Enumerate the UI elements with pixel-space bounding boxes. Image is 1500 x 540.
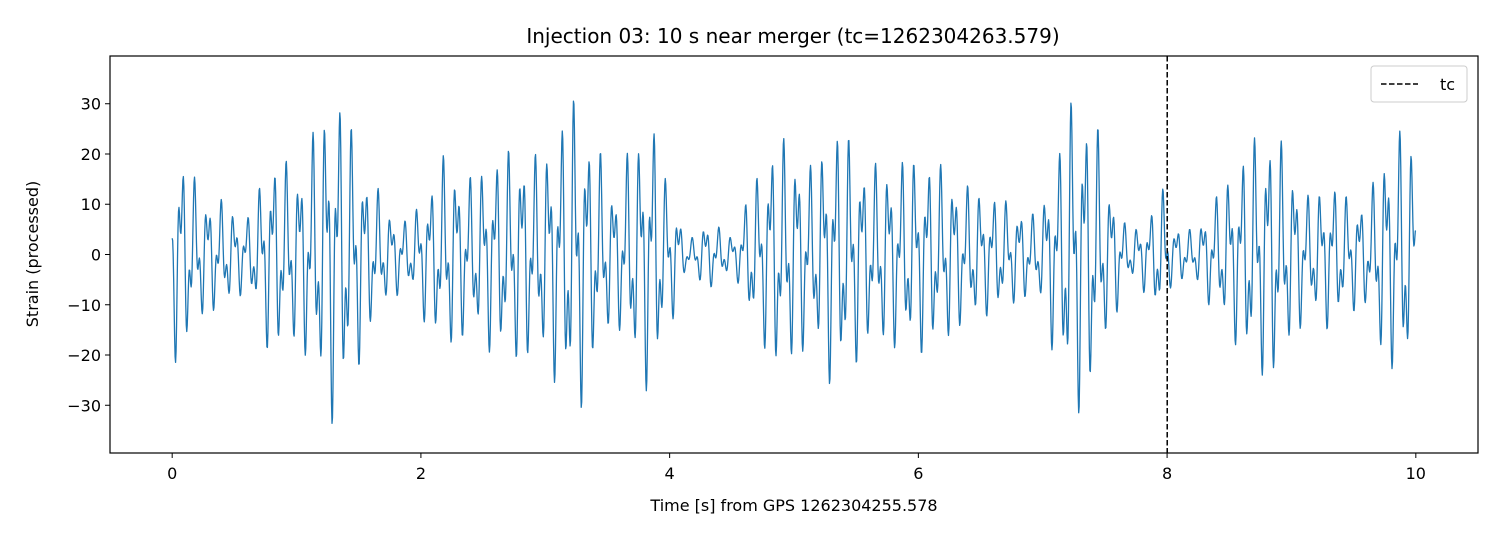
x-tick-label: 2 (416, 464, 426, 483)
chart-title: Injection 03: 10 s near merger (tc=12623… (526, 24, 1059, 48)
y-axis: −30 −20 −10 0 10 20 30 (67, 95, 110, 415)
x-tick-label: 0 (167, 464, 177, 483)
x-tick-label: 10 (1406, 464, 1426, 483)
y-tick-label: −10 (67, 296, 101, 315)
x-axis: 0 2 4 6 8 10 (167, 453, 1426, 483)
y-axis-title: Strain (processed) (23, 181, 42, 327)
y-tick-label: 20 (81, 145, 101, 164)
y-tick-label: 0 (91, 246, 101, 265)
y-tick-label: −30 (67, 396, 101, 415)
x-tick-label: 4 (665, 464, 675, 483)
legend-frame (1370, 65, 1468, 103)
x-tick-label: 8 (1162, 464, 1172, 483)
y-tick-label: 30 (81, 95, 101, 114)
legend: tc (1370, 65, 1468, 103)
y-tick-label: −20 (67, 346, 101, 365)
plot-area (109, 55, 1479, 454)
strain-series-line (171, 100, 1417, 424)
legend-tc-label: tc (1440, 75, 1455, 94)
x-axis-title: Time [s] from GPS 1262304255.578 (649, 496, 937, 515)
y-tick-label: 10 (81, 195, 101, 214)
x-tick-label: 6 (913, 464, 923, 483)
